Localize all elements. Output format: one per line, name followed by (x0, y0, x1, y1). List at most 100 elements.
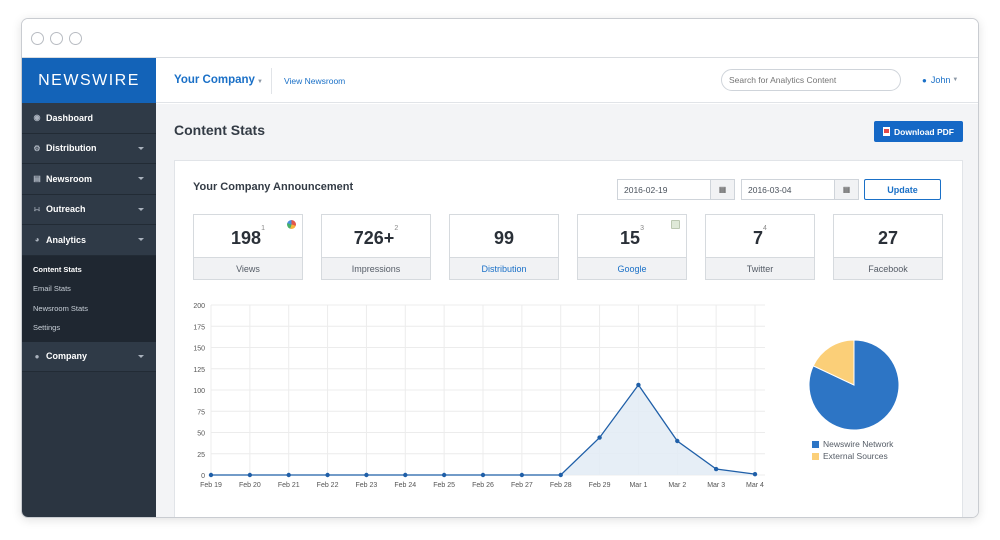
stat-value: 15 (620, 228, 641, 248)
stat-label: Views (194, 257, 302, 279)
legend-swatch (812, 440, 819, 448)
date-from-field[interactable]: 2016-02-19 ▦ (617, 179, 735, 200)
stat-footnote: 4 (763, 225, 767, 232)
sidebar-item-outreach[interactable]: ∺ Outreach (22, 194, 156, 225)
stat-value: 198 (231, 228, 262, 248)
x-tick-label: Mar 4 (746, 482, 764, 489)
window-minimize-button[interactable] (50, 32, 63, 45)
window-titlebar (22, 19, 978, 58)
view-newsroom-link[interactable]: View Newsroom (284, 76, 346, 86)
download-pdf-label: Download PDF (894, 126, 954, 137)
data-point (403, 472, 408, 478)
data-point (675, 438, 680, 444)
x-tick-label: Feb 28 (550, 482, 572, 489)
analytics-submenu: Content Stats Email Stats Newsroom Stats… (22, 255, 156, 342)
chrome-icon (287, 220, 296, 229)
data-point (247, 472, 253, 478)
sidebar-item-distribution[interactable]: ⚙ Distribution (22, 133, 156, 164)
stat-card-distribution: 99 Distribution (449, 214, 559, 280)
analytics-charts: 0 25 50 75 100 125 150 175 200 Feb 19 Feb 20 Feb 21… (193, 303, 900, 489)
stat-footnote: 1 (261, 225, 265, 232)
sidebar-item-label: Outreach (46, 204, 86, 215)
x-tick-label: Feb 25 (433, 482, 455, 489)
stat-label: Twitter (706, 257, 814, 279)
pie-chart-icon: ◕ (34, 235, 40, 245)
pdf-icon (883, 127, 890, 136)
distribution-icon: ⚙ (33, 143, 41, 153)
x-tick-label: Feb 26 (472, 482, 494, 489)
y-tick-label: 125 (193, 367, 205, 374)
data-point (597, 435, 602, 440)
y-tick-label: 100 (193, 388, 205, 395)
date-from-value: 2016-02-19 (624, 185, 668, 195)
subitem-content-stats[interactable]: Content Stats (33, 264, 82, 274)
y-tick-label: 50 (197, 431, 205, 438)
data-point (208, 472, 214, 478)
google-link[interactable]: Google (578, 257, 686, 279)
stat-footnote: 2 (394, 225, 399, 232)
x-tick-label: Feb 29 (589, 482, 611, 489)
distribution-link[interactable]: Distribution (450, 257, 558, 279)
data-point (286, 472, 291, 478)
top-navbar: Your Company▼ View Newsroom ● John ▼ (156, 58, 978, 103)
y-tick-label: 150 (193, 346, 205, 353)
newsroom-icon: ▤ (33, 174, 41, 184)
user-name: John (930, 75, 951, 85)
x-tick-label: Mar 3 (707, 482, 725, 489)
date-to-field[interactable]: 2016-03-04 ▦ (741, 179, 859, 200)
sidebar-item-label: Newsroom (46, 173, 93, 184)
data-point (713, 466, 719, 472)
x-tick-label: Feb 20 (239, 482, 261, 489)
sidebar-item-newsroom[interactable]: ▤ Newsroom (22, 164, 156, 195)
chevron-down-icon (138, 177, 144, 180)
data-point (441, 472, 447, 478)
chevron-down-icon: ▼ (952, 77, 959, 83)
y-tick-label: 175 (193, 324, 205, 331)
y-tick-label: 200 (193, 303, 205, 310)
rss-icon: ∺ (33, 204, 41, 214)
area-fill (211, 384, 755, 475)
x-tick-label: Feb 23 (356, 482, 378, 489)
legend-external-sources: External Sources (812, 451, 888, 461)
window-close-button[interactable] (31, 32, 44, 45)
sidebar-item-label: Dashboard (46, 112, 94, 123)
image-icon (671, 220, 680, 229)
user-icon: ● (922, 75, 927, 85)
stats-panel: Your Company Announcement 2016-02-19 ▦ 2… (174, 160, 963, 517)
data-point (636, 382, 641, 388)
x-tick-label: Feb 19 (200, 482, 222, 489)
calendar-icon[interactable]: ▦ (834, 180, 858, 199)
subitem-settings[interactable]: Settings (33, 323, 61, 333)
sidebar-item-label: Analytics (46, 234, 87, 245)
dashboard-icon: ◉ (33, 113, 41, 123)
update-button[interactable]: Update (864, 179, 941, 200)
x-tick-label: Feb 27 (511, 482, 533, 489)
newswire-logo[interactable]: NEWSWIRE (22, 58, 156, 103)
stat-label: Facebook (834, 257, 942, 279)
data-point (480, 472, 486, 478)
company-name: Your Company (174, 74, 255, 86)
data-point (752, 471, 758, 477)
subitem-newsroom-stats[interactable]: Newsroom Stats (33, 303, 89, 313)
divider (271, 68, 272, 94)
stat-value: 99 (493, 228, 515, 248)
x-tick-label: Feb 24 (394, 482, 416, 489)
data-point (558, 472, 563, 478)
main-content: Content Stats Download PDF Your Company … (156, 104, 978, 517)
sidebar-item-dashboard[interactable]: ◉ Dashboard (22, 103, 156, 134)
company-dropdown[interactable]: Your Company ▼ (174, 74, 263, 86)
chevron-down-icon (138, 354, 144, 358)
y-tick-label: 25 (197, 452, 205, 459)
download-pdf-button[interactable]: Download PDF (874, 121, 963, 142)
stat-card-facebook: 27 Facebook (833, 214, 943, 280)
chevron-down-icon (138, 207, 144, 211)
subitem-email-stats[interactable]: Email Stats (33, 284, 71, 294)
search-input[interactable] (721, 69, 901, 91)
sidebar-item-analytics[interactable]: ◕ Analytics (22, 225, 156, 256)
window-maximize-button[interactable] (69, 32, 82, 45)
sidebar-item-company[interactable]: ● Company (22, 341, 156, 372)
legend-newswire-network: Newswire Network (812, 439, 893, 449)
calendar-icon[interactable]: ▦ (710, 180, 734, 199)
x-tick-label: Feb 22 (317, 482, 339, 489)
user-menu[interactable]: ● John ▼ (922, 75, 958, 85)
